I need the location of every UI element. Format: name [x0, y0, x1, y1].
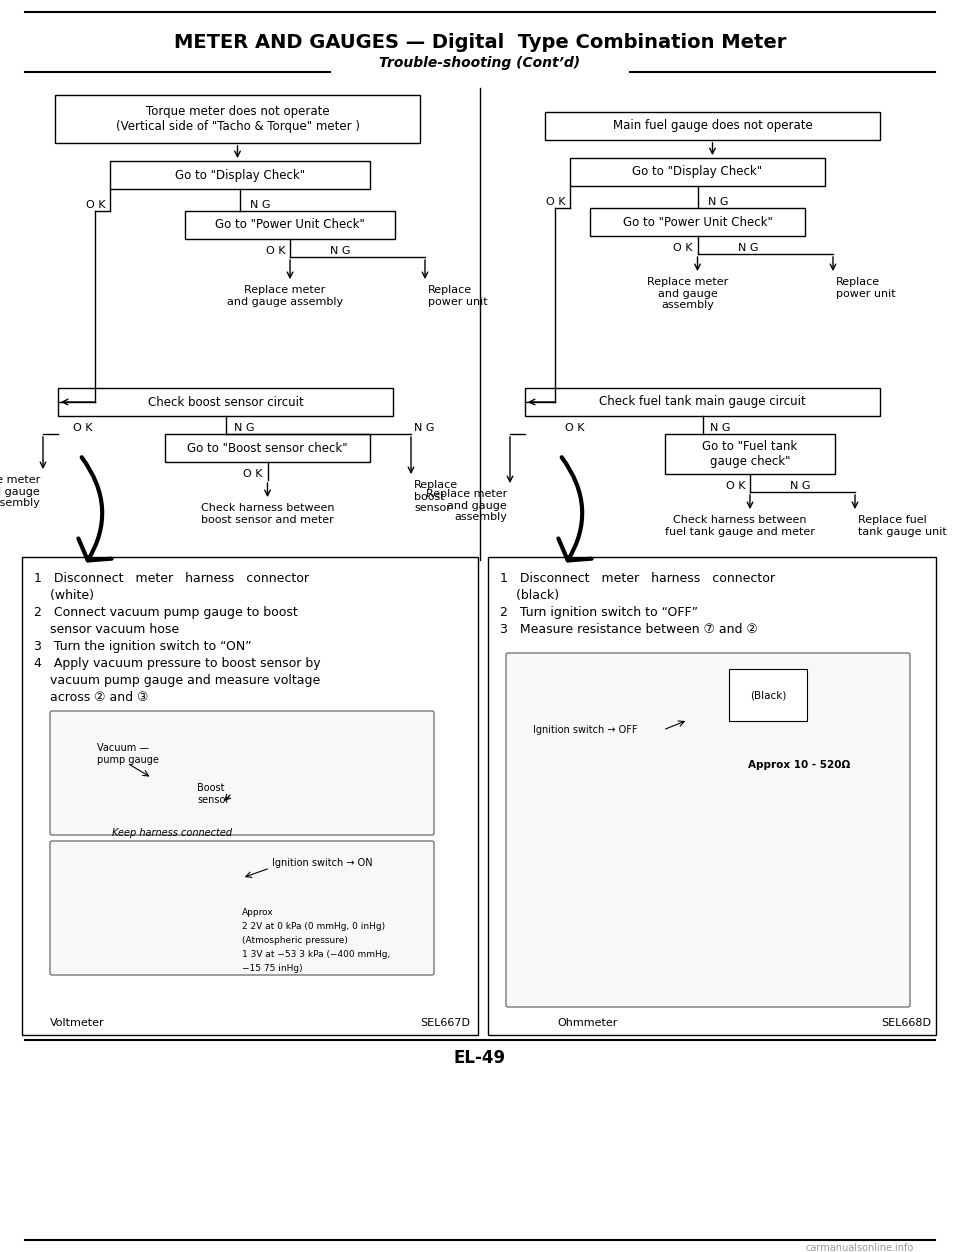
Text: Replace fuel
tank gauge unit: Replace fuel tank gauge unit [858, 515, 947, 537]
FancyBboxPatch shape [50, 841, 434, 975]
Bar [590, 208, 805, 235]
Bar [545, 111, 880, 140]
Text: N G: N G [250, 200, 271, 210]
FancyBboxPatch shape [50, 711, 434, 835]
Text: METER AND GAUGES — Digital  Type Combination Meter: METER AND GAUGES — Digital Type Combinat… [174, 33, 786, 51]
Text: Boost
sensor: Boost sensor [197, 782, 229, 805]
Text: 2   Connect vacuum pump gauge to boost: 2 Connect vacuum pump gauge to boost [34, 606, 298, 618]
Text: SEL668D: SEL668D [881, 1018, 931, 1028]
Text: 2 2V at 0 kPa (0 mmHg, 0 inHg): 2 2V at 0 kPa (0 mmHg, 0 inHg) [242, 921, 385, 931]
Text: N G: N G [708, 197, 728, 207]
Bar [570, 158, 825, 187]
Text: −15 75 inHg): −15 75 inHg) [242, 964, 302, 973]
Text: O K: O K [243, 470, 262, 480]
Text: N G: N G [710, 423, 731, 433]
Text: Voltmeter: Voltmeter [50, 1018, 105, 1028]
Text: O K: O K [726, 481, 745, 491]
Text: O K: O K [73, 423, 93, 433]
Text: Go to "Display Check": Go to "Display Check" [175, 169, 305, 182]
Text: Replace meter
and gauge
assembly: Replace meter and gauge assembly [0, 475, 40, 508]
Text: O K: O K [85, 200, 105, 210]
Text: O K: O K [565, 423, 585, 433]
Text: Approx: Approx [242, 908, 274, 916]
Text: N G: N G [737, 243, 758, 253]
Bar [185, 212, 395, 239]
Text: Vacuum —
pump gauge: Vacuum — pump gauge [97, 742, 158, 765]
Text: SEL667D: SEL667D [420, 1018, 470, 1028]
Text: Ohmmeter: Ohmmeter [558, 1018, 618, 1028]
Text: EL-49: EL-49 [454, 1049, 506, 1067]
Text: Replace
power unit: Replace power unit [428, 285, 488, 307]
Text: Trouble-shooting (Cont’d): Trouble-shooting (Cont’d) [379, 56, 581, 70]
Text: Go to "Power Unit Check": Go to "Power Unit Check" [623, 215, 773, 229]
Text: 4   Apply vacuum pressure to boost sensor by: 4 Apply vacuum pressure to boost sensor … [34, 657, 321, 670]
Text: Go to "Fuel tank
gauge check": Go to "Fuel tank gauge check" [703, 439, 798, 468]
Text: Replace meter
and gauge assembly: Replace meter and gauge assembly [227, 285, 343, 307]
Text: (Atmospheric pressure): (Atmospheric pressure) [242, 936, 348, 945]
Text: Check fuel tank main gauge circuit: Check fuel tank main gauge circuit [599, 396, 805, 408]
Text: sensor vacuum hose: sensor vacuum hose [34, 623, 180, 636]
Bar [488, 557, 936, 1035]
Text: Check harness between
boost sensor and meter: Check harness between boost sensor and m… [201, 503, 334, 525]
Text: Go to "Boost sensor check": Go to "Boost sensor check" [187, 442, 348, 454]
Text: O K: O K [673, 243, 692, 253]
Text: across ② and ③: across ② and ③ [34, 691, 149, 704]
Text: Go to "Power Unit Check": Go to "Power Unit Check" [215, 219, 365, 232]
Text: Replace meter
and gauge
assembly: Replace meter and gauge assembly [425, 490, 507, 522]
Text: O K: O K [545, 197, 565, 207]
Text: N G: N G [790, 481, 810, 491]
Text: Ignition switch → OFF: Ignition switch → OFF [533, 725, 637, 735]
Text: 1   Disconnect   meter   harness   connector: 1 Disconnect meter harness connector [34, 572, 309, 585]
Bar [58, 388, 393, 416]
Text: Replace
power unit: Replace power unit [836, 277, 896, 298]
Text: Torque meter does not operate
(Vertical side of "Tacho & Torque" meter ): Torque meter does not operate (Vertical … [115, 105, 359, 133]
Text: Check harness between
fuel tank gauge and meter: Check harness between fuel tank gauge an… [665, 515, 815, 537]
Text: N G: N G [330, 245, 350, 255]
Text: N G: N G [414, 423, 435, 433]
FancyArrowPatch shape [559, 457, 591, 561]
Text: Ignition switch → ON: Ignition switch → ON [272, 858, 372, 868]
Text: Check boost sensor circuit: Check boost sensor circuit [148, 396, 303, 408]
Text: Go to "Display Check": Go to "Display Check" [633, 165, 762, 179]
Text: vacuum pump gauge and measure voltage: vacuum pump gauge and measure voltage [34, 674, 321, 687]
Text: Replace meter
and gauge
assembly: Replace meter and gauge assembly [647, 277, 728, 310]
Bar [22, 557, 478, 1035]
Bar [165, 434, 370, 462]
Text: carmanualsonline.info: carmanualsonline.info [805, 1243, 914, 1252]
Text: (white): (white) [34, 588, 94, 602]
Bar [525, 388, 880, 416]
Text: Keep harness connected: Keep harness connected [112, 828, 232, 838]
Text: Replace
boost
sensor: Replace boost sensor [414, 480, 458, 513]
Text: (black): (black) [500, 588, 559, 602]
Bar [665, 434, 835, 475]
Text: Approx 10 - 520Ω: Approx 10 - 520Ω [748, 760, 851, 770]
Text: 3   Measure resistance between ⑦ and ②: 3 Measure resistance between ⑦ and ② [500, 623, 757, 636]
Text: 2   Turn ignition switch to “OFF”: 2 Turn ignition switch to “OFF” [500, 606, 698, 618]
Text: (Black): (Black) [750, 690, 786, 700]
FancyArrowPatch shape [79, 457, 111, 561]
Text: Main fuel gauge does not operate: Main fuel gauge does not operate [612, 119, 812, 133]
Bar [55, 95, 420, 143]
FancyBboxPatch shape [506, 654, 910, 1007]
Bar [110, 162, 370, 189]
Text: 1   Disconnect   meter   harness   connector: 1 Disconnect meter harness connector [500, 572, 775, 585]
Text: 1 3V at −53 3 kPa (−400 mmHg,: 1 3V at −53 3 kPa (−400 mmHg, [242, 950, 391, 959]
Text: O K: O K [266, 245, 285, 255]
Text: N G: N G [233, 423, 254, 433]
Text: 3   Turn the ignition switch to “ON”: 3 Turn the ignition switch to “ON” [34, 640, 252, 654]
